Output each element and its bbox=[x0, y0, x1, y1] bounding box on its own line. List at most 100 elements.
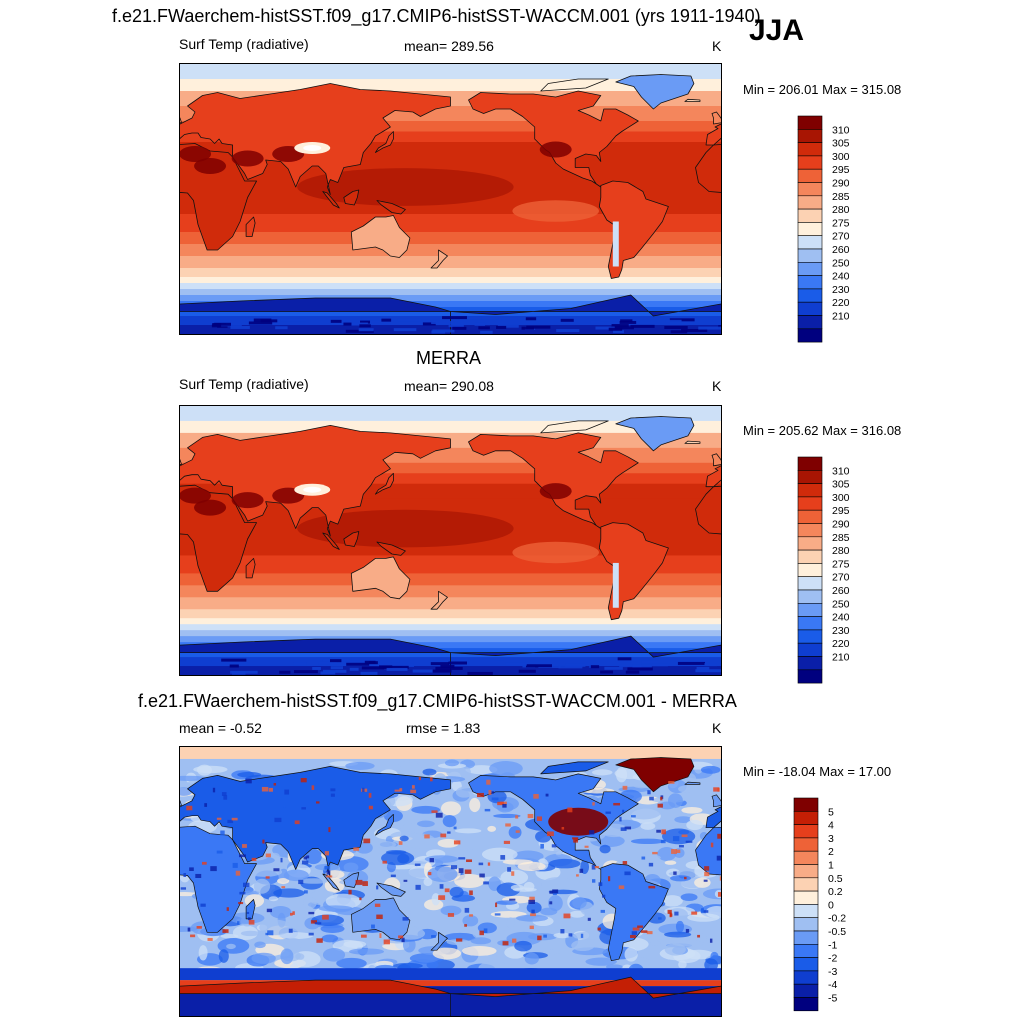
panel3-diff-cell bbox=[540, 907, 558, 916]
panel3-land-speckle bbox=[479, 930, 484, 936]
panel3-land-speckle bbox=[281, 886, 286, 889]
panel3-diff-cell bbox=[571, 939, 595, 952]
panel3-diff-cell bbox=[470, 937, 492, 945]
panel3-land-speckle bbox=[418, 776, 421, 781]
panel2-colorbar-tick-label: 240 bbox=[832, 612, 850, 624]
panel1-colorbar-box bbox=[797, 182, 823, 197]
panel2-colorbar-box bbox=[797, 563, 823, 578]
panel3-diff-cell bbox=[446, 939, 471, 946]
panel3-land-speckle bbox=[204, 803, 208, 807]
panel2-antarctic-cell bbox=[318, 661, 338, 665]
panel2-antarctic-cell bbox=[565, 663, 586, 667]
panel1-sst-band bbox=[180, 283, 721, 290]
panel3-land-speckle bbox=[641, 930, 648, 933]
panel2-antarctic-cell bbox=[677, 661, 706, 665]
panel3-land-speckle bbox=[196, 926, 202, 929]
panel1-colorbar-box bbox=[797, 115, 823, 130]
panel3-diff-cell bbox=[303, 897, 317, 909]
panel2-colorbar-tick-label: 275 bbox=[832, 558, 850, 570]
panel1-sst-band bbox=[180, 64, 721, 80]
panel3-southern-band bbox=[180, 968, 721, 981]
panel2-colorbar-box bbox=[797, 509, 823, 524]
panel3-land-speckle bbox=[681, 834, 688, 838]
panel1-land-australia bbox=[350, 215, 411, 258]
panel3-land-speckle bbox=[394, 789, 401, 792]
panel2-antarctic-cell bbox=[293, 662, 307, 666]
panel2-colorbar: 310 305 300 295 290 285 280 275 270 260 250 240 230 2… bbox=[797, 456, 878, 688]
panel1-colorbar-tick-label: 250 bbox=[832, 257, 850, 269]
panel1-antarctic-cell bbox=[214, 322, 232, 326]
panel1-colorbar-box bbox=[797, 195, 823, 210]
panel3-diff-cell bbox=[585, 957, 617, 966]
panel3-land-speckle bbox=[551, 844, 557, 848]
panel1-land-madagascar bbox=[245, 216, 256, 237]
panel3-colorbar-box bbox=[793, 850, 819, 865]
panel3-diff-cell bbox=[489, 761, 523, 776]
panel3-diff-cell bbox=[348, 948, 385, 955]
panel3-land-speckle bbox=[374, 903, 381, 907]
panel2-antarctic-cell bbox=[351, 657, 371, 661]
panel3-diff-cell bbox=[661, 895, 683, 907]
panel1-antarctic-cell bbox=[381, 318, 392, 322]
panel1-colorbar-tick-label: 280 bbox=[832, 204, 850, 216]
panel3-land-speckle bbox=[579, 868, 584, 873]
panel3-land-speckle bbox=[584, 845, 589, 848]
panel3-diff-cell bbox=[569, 910, 585, 918]
panel3-diff-cell bbox=[325, 893, 361, 909]
panel3-land-speckle bbox=[376, 914, 383, 919]
panel3-land-speckle bbox=[368, 805, 373, 810]
panel3-colorbar-tick-label: -2 bbox=[828, 953, 837, 965]
panel1-colorbar-box bbox=[797, 142, 823, 157]
panel3-diff-cell bbox=[500, 869, 529, 886]
panel3-diff-cell bbox=[686, 819, 704, 831]
panel1-antarctic-cell bbox=[211, 324, 221, 328]
panel1-antarctic-cell bbox=[665, 319, 682, 323]
panel3-land-speckle bbox=[487, 862, 491, 866]
panel2-title: MERRA bbox=[416, 348, 482, 368]
panel2-antarctic-cell bbox=[652, 663, 668, 667]
panel3-land-speckle bbox=[573, 838, 578, 843]
panel3-diff-cell bbox=[664, 943, 686, 956]
panel3-colorbar-box bbox=[793, 890, 819, 905]
panel3-land-speckle bbox=[632, 927, 640, 931]
panel3-land-speckle bbox=[703, 910, 709, 913]
panel2-sst-band bbox=[180, 636, 721, 643]
panel3-land-speckle bbox=[324, 866, 331, 870]
panel1-land-uk bbox=[711, 111, 721, 125]
panel1-antarctic-cell bbox=[611, 324, 629, 328]
panel3-land-speckle bbox=[431, 935, 436, 938]
panel2-antarctic-cell bbox=[330, 666, 344, 670]
panel3-diff-cell bbox=[318, 905, 353, 912]
panel1-antarctic-cell bbox=[613, 330, 625, 334]
panel3-land-speckle bbox=[685, 928, 690, 933]
panel3-land-speckle bbox=[310, 920, 318, 924]
panel3-diff-cell bbox=[668, 870, 703, 877]
panel3-land-speckle bbox=[362, 881, 368, 887]
panel3-diff-cell bbox=[480, 859, 494, 872]
panel2-antarctic-cell bbox=[617, 657, 632, 661]
panel3-land-speckle bbox=[657, 803, 663, 808]
panel3-land-speckle bbox=[410, 789, 417, 794]
panel2-andes bbox=[612, 562, 619, 608]
panel3-diff-cell bbox=[584, 872, 602, 882]
panel3-diff-cell bbox=[304, 848, 322, 865]
panel3-colorbar-tick-label: -0.2 bbox=[828, 913, 846, 925]
panel1-sst-band bbox=[180, 232, 721, 245]
panel3-diff-cell bbox=[462, 914, 479, 927]
panel1-hot-spot bbox=[180, 146, 212, 162]
panel1-hot-spot bbox=[539, 141, 572, 158]
panel3-land-speckle bbox=[210, 866, 217, 872]
panel2-land-africa bbox=[695, 485, 721, 535]
panel3-colorbar-box bbox=[793, 837, 819, 852]
panel1-colorbar-tick-label: 230 bbox=[832, 284, 850, 296]
panel3-map bbox=[179, 746, 722, 1017]
panel2-antarctic-cell bbox=[435, 666, 463, 670]
panel3-land-speckle bbox=[227, 819, 234, 824]
panel2-map bbox=[179, 405, 722, 676]
panel2-antarctic-cell bbox=[312, 666, 321, 670]
panel2-land-sumatra bbox=[322, 532, 340, 550]
panel2-antarctic-cell bbox=[279, 670, 291, 674]
panel3-land-speckle bbox=[589, 830, 595, 835]
panel3-minmax-label: Min = -18.04 Max = 17.00 bbox=[743, 764, 892, 779]
panel3-land-speckle bbox=[326, 875, 333, 878]
